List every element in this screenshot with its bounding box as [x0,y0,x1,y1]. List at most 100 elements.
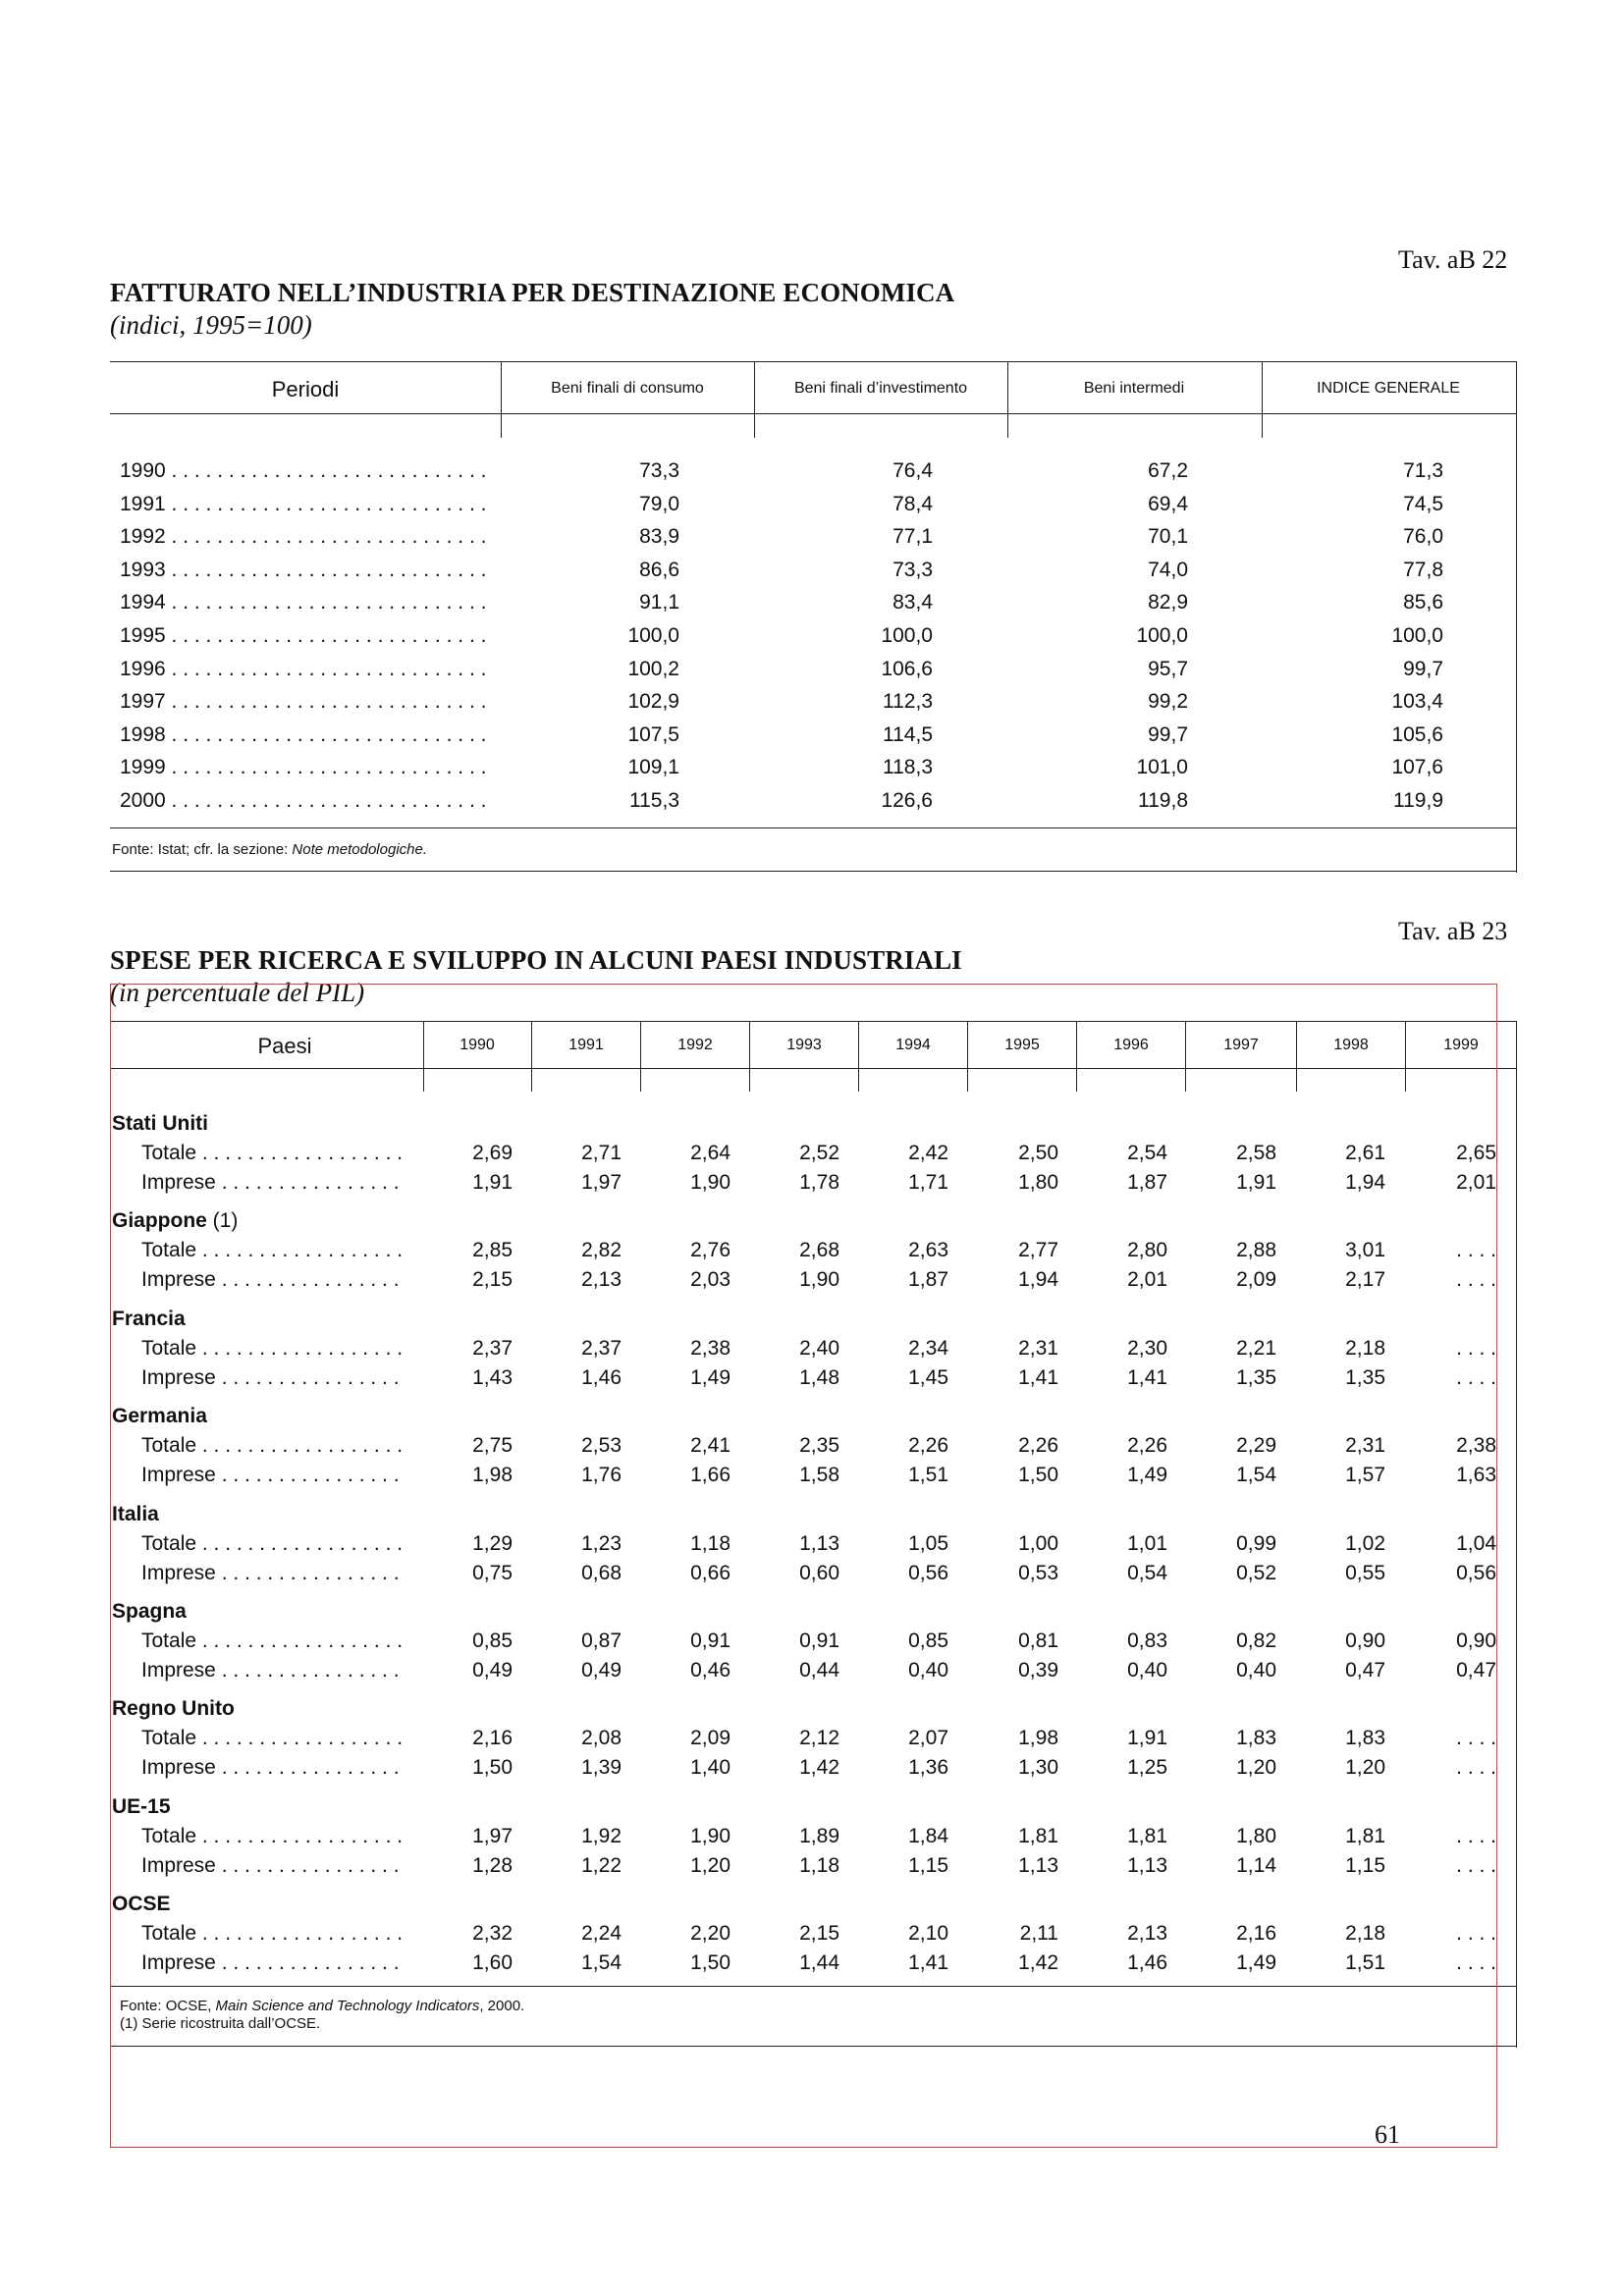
table2-cell: 1,81 [1345,1825,1385,1847]
table2-group-name: OCSE [112,1893,171,1915]
table1-cell: 126,6 [881,789,933,812]
table2-cell: 1,14 [1236,1854,1276,1877]
table2-cell: 0,46 [690,1659,730,1682]
table2-cell: 1,15 [908,1854,948,1877]
table2-cell: 1,42 [1018,1951,1058,1974]
table2-cell: 2,09 [1236,1268,1276,1291]
table2-cell: 2,82 [581,1239,622,1261]
table2-cell: 2,80 [1127,1239,1167,1261]
table2-cell: 1,43 [472,1366,513,1389]
table2-cell: 1,28 [472,1854,513,1877]
table2-cell: 1,29 [472,1532,513,1555]
table2-group-label: Spagna [112,1600,187,1624]
table1-row-label: 1999 . . . . . . . . . . . . . . . . . .… [120,756,487,778]
table2-cell: . . . . [1456,1366,1496,1389]
table2-group-label: Regno Unito [112,1697,235,1721]
table2-cell: 0,53 [1018,1562,1058,1584]
table2-cell: . . . . [1456,1239,1496,1261]
table2-cell: 0,47 [1345,1659,1385,1682]
table1-cell: 100,0 [881,624,933,647]
table2-cell: 2,01 [1127,1268,1167,1291]
table2-group-suffix: (1) [206,1209,239,1232]
table2-cell: 0,82 [1236,1629,1276,1652]
table2-cell: 0,91 [799,1629,839,1652]
table1-header-consumo: Beni finali di consumo [551,380,704,397]
table2-cell: 2,21 [1236,1337,1276,1360]
table2-cell: 2,10 [908,1922,948,1945]
table2-cell: . . . . [1456,1337,1496,1360]
table2-cell: . . . . [1456,1951,1496,1974]
table2-cell: 2,68 [799,1239,839,1261]
table2-header-year: 1999 [1443,1037,1479,1053]
table1-col-divider [754,361,755,438]
table2-cell: 0,90 [1345,1629,1385,1652]
table2-source-suffix: , 2000. [479,1998,525,2014]
table1-title: FATTURATO NELL’INDUSTRIA PER DESTINAZION… [110,278,955,307]
table2-cell: 2,26 [1018,1434,1058,1457]
table1-header-investimento: Beni finali d’investimento [793,380,968,397]
table2-cell: 2,71 [581,1142,622,1164]
table2-cell: 1,13 [1127,1854,1167,1877]
table2-cell: 1,13 [799,1532,839,1555]
table2-cell: 1,57 [1345,1464,1385,1486]
table2-cell: 1,80 [1236,1825,1276,1847]
table2-row-label: Imprese . . . . . . . . . . . . . . . . [141,1756,400,1779]
table2-cell: 1,98 [1018,1727,1058,1749]
table2-row-label: Totale . . . . . . . . . . . . . . . . .… [141,1532,404,1555]
table1-cell: 101,0 [1136,756,1188,778]
table2-row-label: Imprese . . . . . . . . . . . . . . . . [141,1171,400,1194]
table2-cell: 2,24 [581,1922,622,1945]
table1-header-indice-generale: INDICE GENERALE [1317,380,1460,397]
table2-row-label: Imprese . . . . . . . . . . . . . . . . [141,1268,400,1291]
table2-cell: 1,20 [1345,1756,1385,1779]
table2-cell: 1,22 [581,1854,622,1877]
table2-cell: 1,46 [1127,1951,1167,1974]
table1-cell: 79,0 [639,493,679,515]
table2-cell: 1,94 [1018,1268,1058,1291]
table2-cell: 0,99 [1236,1532,1276,1555]
table1-cell: 95,7 [1148,658,1188,680]
table2-cell: 1,01 [1127,1532,1167,1555]
table2-row-label: Imprese . . . . . . . . . . . . . . . . [141,1854,400,1877]
table2-col-divider [1185,1021,1186,1092]
table2-cell: 0,83 [1127,1629,1167,1652]
table2-cell: 1,50 [1018,1464,1058,1486]
table2-cell: 2,30 [1127,1337,1167,1360]
table2-cell: 0,90 [1456,1629,1496,1652]
table2-cell: 2,29 [1236,1434,1276,1457]
table2-cell: 1,54 [1236,1464,1276,1486]
table1-cell: 73,3 [893,559,933,581]
table2-cell: 1,87 [908,1268,948,1291]
table2-cell: 0,40 [1127,1659,1167,1682]
table2-cell: 1,54 [581,1951,622,1974]
table2-cell: . . . . [1456,1727,1496,1749]
table2-cell: 1,49 [1236,1951,1276,1974]
table2-cell: 1,45 [908,1366,948,1389]
page-number: 61 [1375,2120,1400,2149]
table2-cell: 0,47 [1456,1659,1496,1682]
table2-cell: 2,38 [690,1337,730,1360]
table2-col-divider [749,1021,750,1092]
table1-row-label: 2000 . . . . . . . . . . . . . . . . . .… [120,789,487,812]
table2-cell: 0,81 [1018,1629,1058,1652]
table1-cell: 105,6 [1391,723,1443,746]
table1-row-label: 1995 . . . . . . . . . . . . . . . . . .… [120,624,487,647]
table2-cell: 0,39 [1018,1659,1058,1682]
table2-cell: 2,11 [1019,1922,1058,1945]
table2-cell: 1,44 [799,1951,839,1974]
table1-row-label: 1998 . . . . . . . . . . . . . . . . . .… [120,723,487,746]
table2-cell: 1,91 [1236,1171,1276,1194]
table1-end-rule [110,871,1517,872]
table2-cell: 1,50 [472,1756,513,1779]
table2-cell: 1,90 [799,1268,839,1291]
table2-cell: 2,31 [1018,1337,1058,1360]
table2-cell: 2,76 [690,1239,730,1261]
table2-cell: 2,13 [581,1268,622,1291]
table2-cell: 1,41 [908,1951,948,1974]
table2-group-label: Italia [112,1503,159,1526]
table2-cell: 1,20 [1236,1756,1276,1779]
table2-cell: 1,94 [1345,1171,1385,1194]
table1-cell: 115,3 [629,789,679,812]
table1-col-divider [501,361,502,438]
table2-group-name: UE-15 [112,1795,171,1818]
